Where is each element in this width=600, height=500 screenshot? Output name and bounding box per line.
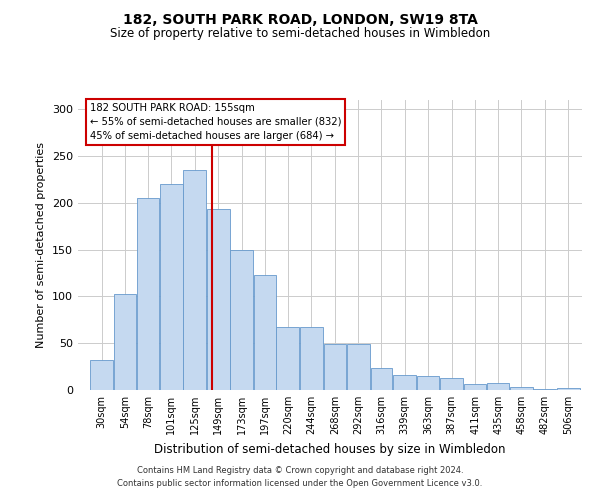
Bar	[207, 210, 230, 390]
Bar	[184, 170, 206, 390]
Bar	[300, 328, 323, 390]
Bar	[113, 294, 136, 390]
Bar	[416, 376, 439, 390]
Y-axis label: Number of semi-detached properties: Number of semi-detached properties	[37, 142, 46, 348]
Bar	[277, 328, 299, 390]
Bar	[557, 388, 580, 390]
Bar	[347, 344, 370, 390]
Bar	[90, 360, 113, 390]
Bar	[510, 387, 533, 390]
Bar	[254, 275, 275, 390]
Bar	[230, 250, 253, 390]
Text: Contains HM Land Registry data © Crown copyright and database right 2024.
Contai: Contains HM Land Registry data © Crown c…	[118, 466, 482, 487]
Bar	[160, 184, 182, 390]
Bar	[393, 375, 416, 390]
Bar	[464, 384, 487, 390]
Text: Size of property relative to semi-detached houses in Wimbledon: Size of property relative to semi-detach…	[110, 28, 490, 40]
Text: 182, SOUTH PARK ROAD, LONDON, SW19 8TA: 182, SOUTH PARK ROAD, LONDON, SW19 8TA	[122, 12, 478, 26]
Bar	[487, 384, 509, 390]
Bar	[137, 198, 159, 390]
Bar	[323, 344, 346, 390]
Bar	[533, 389, 556, 390]
Text: Distribution of semi-detached houses by size in Wimbledon: Distribution of semi-detached houses by …	[154, 442, 506, 456]
Text: 182 SOUTH PARK ROAD: 155sqm
← 55% of semi-detached houses are smaller (832)
45% : 182 SOUTH PARK ROAD: 155sqm ← 55% of sem…	[90, 103, 341, 141]
Bar	[440, 378, 463, 390]
Bar	[371, 368, 392, 390]
